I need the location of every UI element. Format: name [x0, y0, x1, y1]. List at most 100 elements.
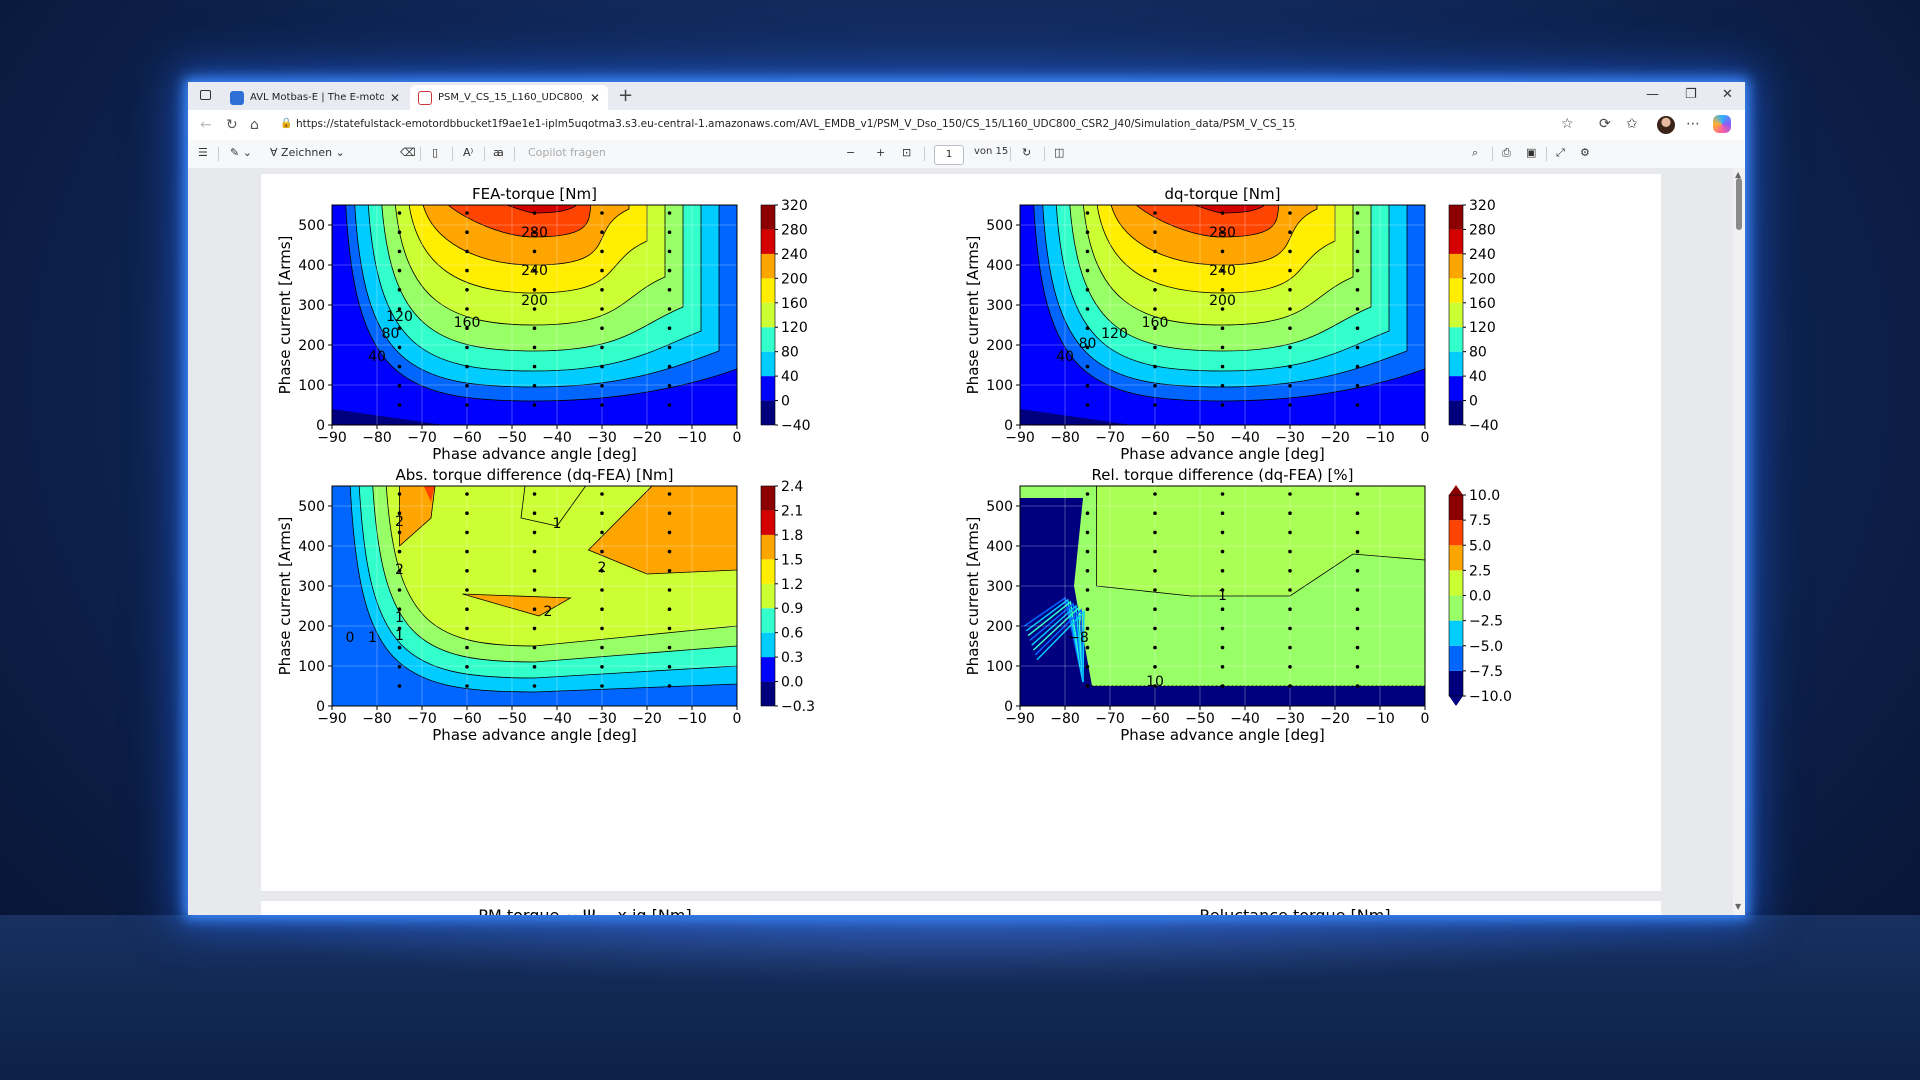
page-number-input[interactable]: 1 [934, 145, 964, 165]
sample-point [667, 626, 672, 631]
y-tick-label: 200 [986, 619, 1013, 635]
minimize-icon[interactable]: — [1646, 87, 1659, 102]
sample-point [465, 249, 469, 254]
read-aloud-icon[interactable]: A⁾ [463, 146, 474, 159]
sample-point [532, 588, 537, 592]
sample-point [1085, 403, 1090, 407]
sample-point [1288, 549, 1292, 554]
scroll-down-icon[interactable]: ▼ [1735, 902, 1742, 911]
sample-point [1153, 684, 1157, 688]
more-options-icon[interactable]: ⋯ [1686, 116, 1700, 132]
translate-icon[interactable]: ꜳ [493, 146, 504, 159]
refresh-icon[interactable]: ↻ [226, 117, 238, 133]
tab-avl-motbas[interactable]: AVL Motbas-E | The E-motor data ✕ [222, 85, 408, 110]
colorbar-tick-label: 0.0 [1469, 589, 1491, 605]
sample-point [465, 684, 469, 688]
colorbar-frame [760, 485, 776, 707]
sample-point [1288, 249, 1292, 254]
sample-point [465, 530, 469, 535]
sample-point [1355, 288, 1360, 292]
scroll-up-icon[interactable]: ▲ [1735, 170, 1742, 179]
back-icon[interactable]: ← [200, 117, 212, 133]
print-icon[interactable]: ⎙ [1502, 146, 1511, 159]
colorbar-extend-bottom [1449, 696, 1463, 706]
scrollbar-thumb[interactable] [1736, 178, 1742, 230]
colorbar-tick-label: 5.0 [1469, 538, 1491, 554]
sample-point [1085, 268, 1090, 273]
y-tick-label: 200 [298, 338, 325, 354]
sample-point [600, 607, 604, 611]
copilot-icon[interactable] [1713, 115, 1731, 133]
extensions-icon[interactable]: ⟳ [1599, 116, 1611, 132]
tab-actions-icon[interactable] [200, 90, 211, 100]
fit-page-icon[interactable]: ⊡ [902, 146, 912, 159]
x-tick-label: −50 [497, 430, 527, 446]
favorites-icon[interactable]: ✩ [1626, 116, 1638, 132]
favorite-star-icon[interactable]: ☆ [1561, 116, 1574, 132]
sample-point [1220, 345, 1225, 350]
sample-point [600, 684, 604, 688]
sample-point [1220, 511, 1225, 515]
vertical-scrollbar[interactable] [1733, 168, 1745, 915]
close-tab-icon[interactable]: ✕ [589, 90, 600, 105]
fullscreen-icon[interactable]: ⤢ [1556, 146, 1565, 159]
save-icon[interactable]: ▣ [1526, 146, 1537, 159]
y-tick-label: 0 [316, 418, 325, 434]
rotate-icon[interactable]: ↻ [1022, 146, 1032, 159]
colorbar-band [761, 486, 775, 511]
sample-point [1288, 645, 1292, 650]
sample-point [1220, 268, 1225, 273]
sample-point [667, 307, 672, 311]
home-icon[interactable]: ⌂ [250, 117, 259, 133]
sample-point [1355, 268, 1360, 273]
eraser-icon[interactable]: ⌫ [400, 146, 416, 159]
two-page-icon[interactable]: ◫ [1054, 146, 1065, 159]
colorbar-tick-label: 320 [781, 198, 808, 214]
colorbar-band [761, 205, 775, 230]
page-view-icon[interactable]: ▯ [432, 146, 439, 159]
close-window-icon[interactable]: ✕ [1722, 87, 1733, 102]
contents-icon[interactable]: ☰ [198, 146, 208, 159]
highlight-icon[interactable]: ✎ ⌄ [230, 146, 252, 159]
colorbar-band [1449, 229, 1463, 254]
contour-band [399, 486, 436, 547]
lock-icon[interactable]: 🔒 [280, 118, 293, 129]
colorbar-tick-label: −2.5 [1469, 614, 1503, 630]
colorbar-band [761, 253, 775, 279]
colorbar-band [1449, 595, 1463, 621]
sample-point [397, 403, 402, 407]
y-tick-label: 400 [298, 258, 325, 274]
axes-frame [331, 485, 738, 707]
sample-point [1085, 588, 1090, 592]
tab-pdf[interactable]: PSM_V_CS_15_L160_UDC800_CSR ✕ [410, 85, 608, 110]
colorbar-band [761, 351, 775, 377]
contour-label: 1 [395, 628, 404, 644]
sample-point [397, 249, 402, 254]
divider [484, 147, 485, 161]
restore-icon[interactable]: ❐ [1685, 87, 1697, 102]
x-tick-label: −60 [452, 430, 482, 446]
divider [1492, 147, 1493, 161]
new-tab-icon[interactable]: + [618, 85, 634, 106]
profile-avatar[interactable] [1657, 116, 1675, 134]
x-tick-label: −10 [677, 711, 707, 727]
colorbar-tick-label: 2.4 [781, 479, 803, 495]
copilot-ask-button[interactable]: Copilot fragen [528, 146, 606, 159]
settings-gear-icon[interactable]: ⚙ [1580, 146, 1590, 159]
sample-point [667, 684, 672, 688]
url-input[interactable]: https://statefulstack-emotordbbucket1f9a… [296, 118, 1296, 130]
draw-button[interactable]: ∀ Zeichnen ⌄ [270, 146, 345, 159]
sample-point [532, 626, 537, 631]
close-tab-icon[interactable]: ✕ [389, 90, 400, 105]
zoom-in-icon[interactable]: + [876, 146, 886, 159]
y-tick-label: 0 [1004, 699, 1013, 715]
sample-point [465, 403, 469, 407]
colorbar-tick-label: 1.8 [781, 528, 803, 544]
sample-point [532, 569, 537, 573]
sample-point [600, 403, 604, 407]
search-icon[interactable]: ⌕ [1472, 146, 1479, 159]
y-tick-label: 300 [986, 579, 1013, 595]
zoom-out-icon[interactable]: − [846, 146, 856, 159]
pdf-viewer[interactable]: 280 240 200 160 120 80 40 −90 −80 −70 −60 −50 −40 −30… [188, 168, 1745, 915]
colorbar-tick-label: 120 [1469, 320, 1496, 336]
